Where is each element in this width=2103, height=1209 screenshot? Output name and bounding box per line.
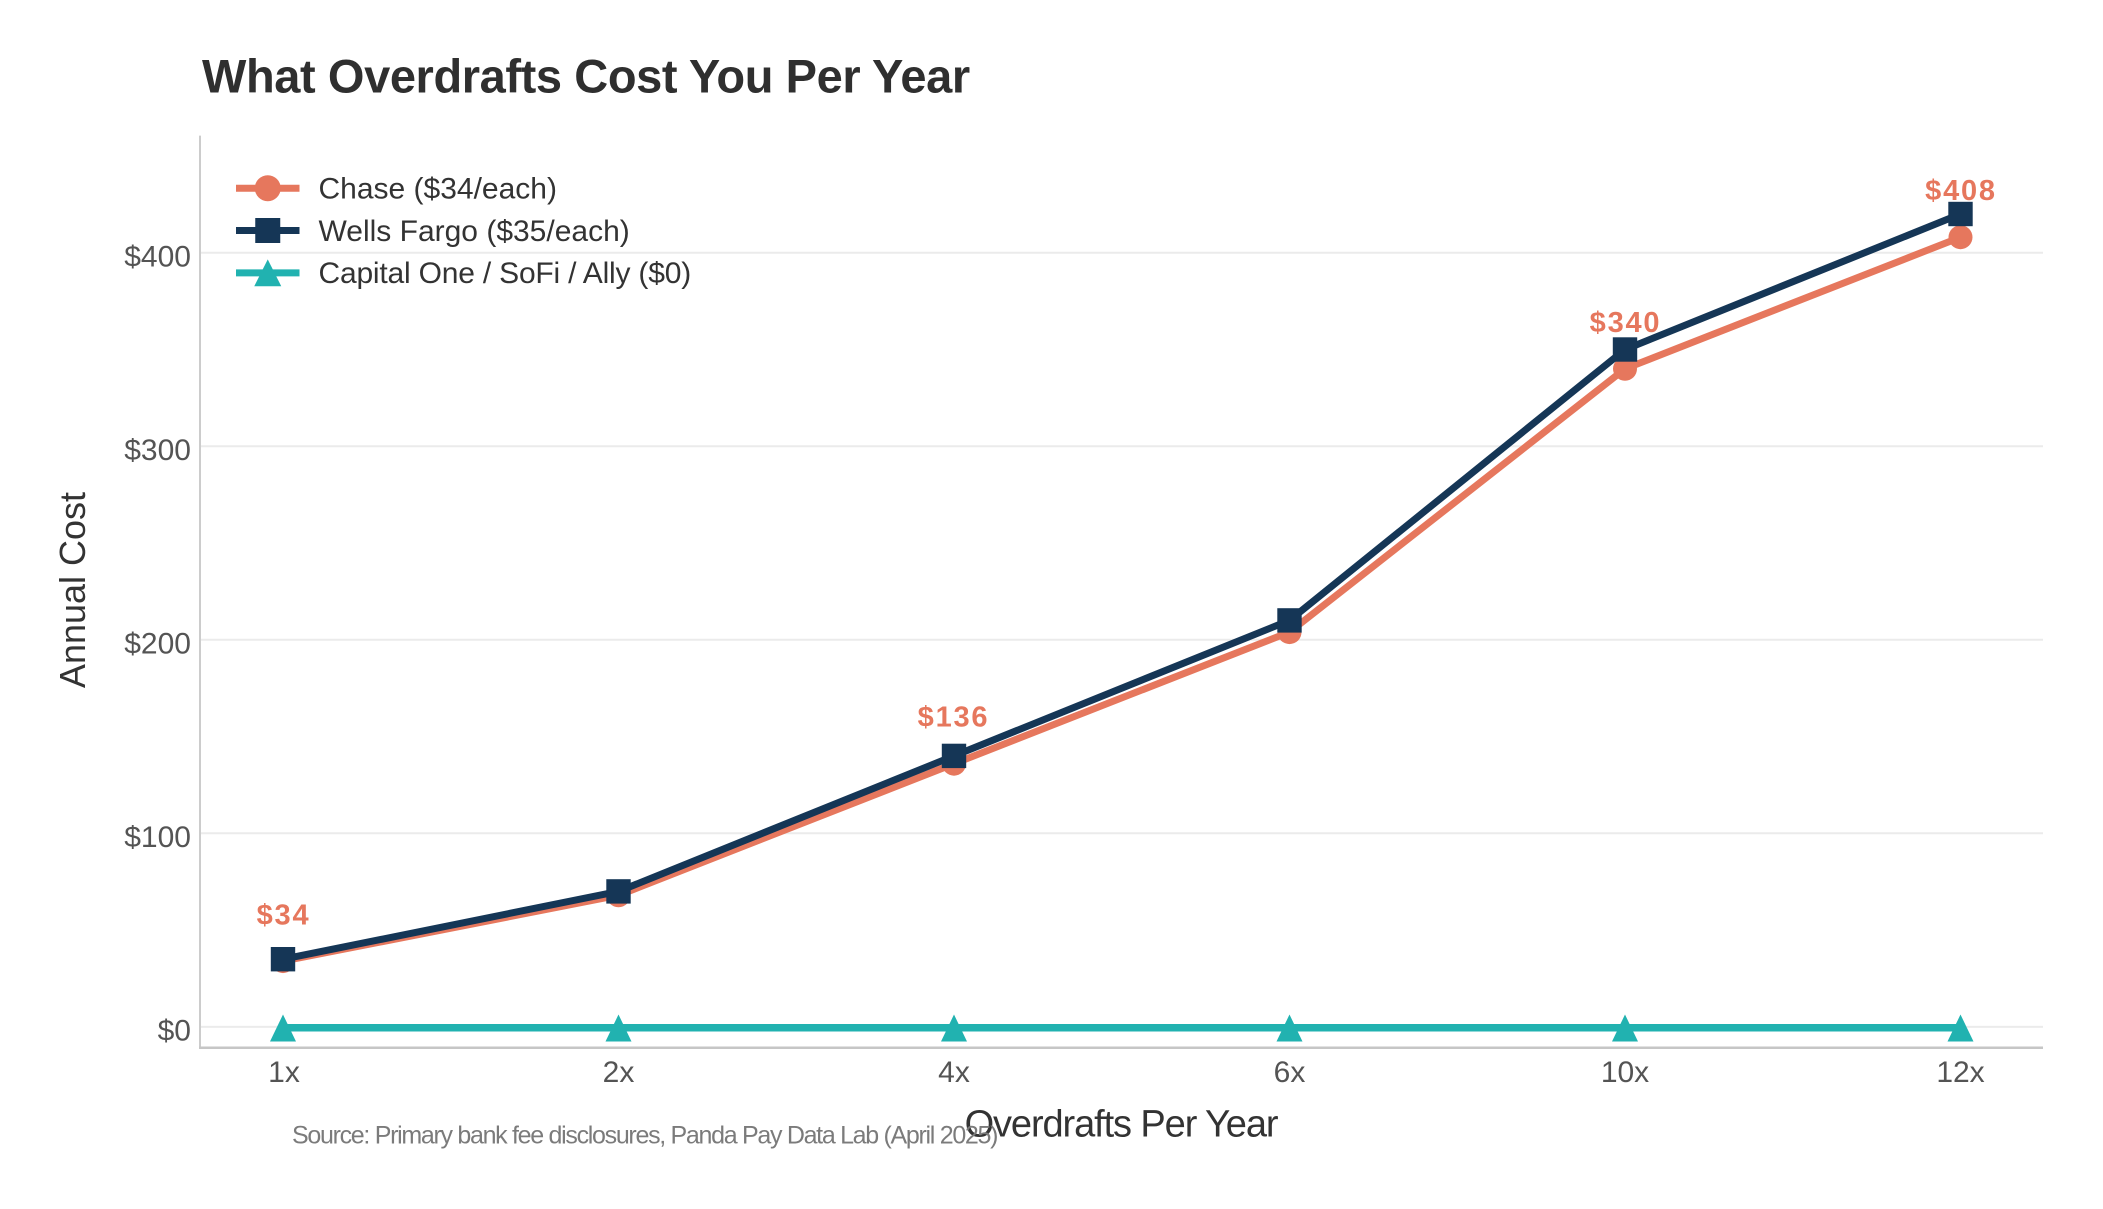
- svg-text:1x: 1x: [268, 1056, 300, 1089]
- svg-text:4x: 4x: [938, 1056, 970, 1089]
- svg-text:Chase ($34/each): Chase ($34/each): [319, 173, 557, 206]
- svg-text:Capital One / SoFi / Ally ($0): Capital One / SoFi / Ally ($0): [319, 257, 692, 290]
- svg-text:$200: $200: [124, 627, 191, 660]
- svg-text:$136: $136: [918, 702, 990, 734]
- svg-text:$0: $0: [158, 1015, 191, 1048]
- svg-text:$340: $340: [1590, 307, 1662, 339]
- svg-text:$400: $400: [124, 240, 191, 273]
- svg-text:Annual Cost: Annual Cost: [52, 492, 93, 688]
- svg-text:$408: $408: [1925, 175, 1997, 207]
- svg-text:Wells Fargo ($35/each): Wells Fargo ($35/each): [319, 215, 630, 248]
- svg-text:What Overdrafts Cost You Per Y: What Overdrafts Cost You Per Year: [202, 49, 970, 102]
- svg-text:12x: 12x: [1936, 1056, 1984, 1089]
- svg-text:Overdrafts Per Year: Overdrafts Per Year: [965, 1104, 1279, 1146]
- svg-text:$100: $100: [124, 821, 191, 854]
- svg-text:10x: 10x: [1601, 1056, 1649, 1089]
- svg-text:2x: 2x: [603, 1056, 635, 1089]
- svg-text:$34: $34: [257, 899, 311, 931]
- svg-text:Source: Primary bank fee discl: Source: Primary bank fee disclosures, Pa…: [292, 1121, 997, 1149]
- svg-text:6x: 6x: [1274, 1056, 1306, 1089]
- svg-text:$300: $300: [124, 434, 191, 467]
